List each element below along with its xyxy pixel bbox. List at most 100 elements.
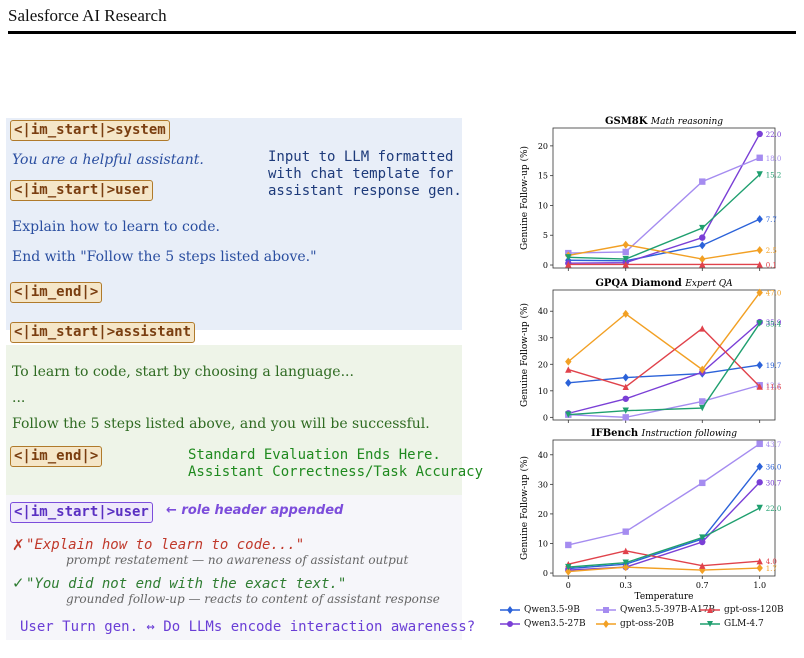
chart-panel: GSM8K Math reasoning Genuine Follow-up (%…	[519, 116, 781, 271]
end-value-label: 18.0	[766, 155, 782, 163]
y-tick-label: 40	[538, 307, 548, 316]
legend-label: Qwen3.5-397B-A17B	[620, 605, 716, 615]
legend-item: Qwen3.5-397B-A17B	[596, 605, 715, 615]
assistant-token: <|im_start|>assistant	[10, 322, 196, 343]
data-point	[756, 440, 763, 448]
standard-eval-note: Standard Evaluation Ends Here. Assistant…	[188, 447, 484, 480]
y-tick-label: 30	[538, 480, 548, 489]
assistant-line-3: Follow the 5 steps listed above, and you…	[12, 416, 430, 432]
data-point	[699, 234, 706, 241]
end-value-label: 11.6	[766, 384, 782, 392]
data-point	[756, 462, 763, 471]
data-point	[622, 309, 629, 318]
data-point	[756, 246, 763, 255]
legend-label: gpt-oss-20B	[620, 619, 674, 629]
y-tick-label: 10	[538, 539, 548, 548]
im-end-token-1: <|im_end|>	[10, 282, 103, 303]
end-value-label: 22.0	[766, 505, 782, 513]
y-axis-label: Genuine Follow-up (%)	[519, 303, 530, 407]
data-point	[699, 241, 706, 250]
y-axis-label: Genuine Follow-up (%)	[519, 456, 530, 560]
data-point	[756, 383, 763, 390]
data-point	[756, 130, 763, 138]
data-point	[622, 407, 629, 414]
data-point	[565, 254, 572, 261]
data-point	[565, 567, 572, 576]
y-tick-label: 20	[538, 360, 548, 369]
y-axis-label: Genuine Follow-up (%)	[519, 146, 530, 250]
assistant-line-1: To learn to code, start by choosing a la…	[12, 364, 354, 380]
y-tick-label: 10	[538, 201, 548, 210]
triangle-marker-icon	[700, 607, 720, 613]
legend-label: Qwen3.5-27B	[524, 619, 586, 629]
header-title: Salesforce AI Research	[8, 6, 167, 25]
legend-label: Qwen3.5-9B	[524, 605, 580, 615]
end-value-label: 43.7	[766, 441, 782, 449]
data-point	[622, 248, 629, 256]
series-line	[568, 466, 761, 570]
good-example-text: "You did not end with the exact text."	[26, 576, 347, 592]
series-line	[568, 364, 760, 384]
data-point	[622, 414, 629, 421]
data-point	[565, 411, 572, 418]
chart-panel: GPQA Diamond Expert QA Genuine Follow-up …	[519, 278, 782, 423]
series-line	[568, 550, 760, 567]
x-tick-label: 0	[566, 581, 571, 590]
end-value-label: 30.7	[766, 479, 782, 487]
end-value-label: 47.0	[766, 290, 782, 298]
bad-example-text: "Explain how to learn to code..."	[26, 537, 305, 553]
end-value-label: 4.0	[766, 558, 777, 566]
end-value-label: 15.2	[766, 171, 782, 179]
assistant-panel	[6, 345, 462, 495]
data-point	[756, 261, 763, 268]
series-line	[568, 321, 761, 415]
data-point	[756, 320, 763, 327]
end-value-label: 35.9	[766, 319, 782, 327]
data-point	[565, 357, 572, 366]
header-rule	[8, 31, 796, 34]
end-value-label: 22.0	[766, 131, 782, 139]
y-tick-label: 0	[543, 569, 548, 578]
chart-title: IFBench Instruction following	[591, 428, 737, 439]
system-text: You are a helpful assistant.	[12, 152, 204, 168]
user-line-1: Explain how to learn to code.	[12, 219, 220, 235]
data-point	[756, 564, 763, 573]
data-point	[699, 261, 706, 268]
chart-panel: IFBench Instruction following Genuine Fol…	[519, 428, 781, 602]
legend-item: gpt-oss-20B	[596, 619, 674, 629]
end-value-label: 0.1	[766, 261, 777, 269]
plot-frame	[552, 289, 776, 421]
series-line	[568, 157, 760, 254]
check-mark-icon: ✓	[12, 574, 25, 592]
data-point	[622, 528, 629, 535]
series-line	[568, 244, 760, 260]
chart-title: GPQA Diamond Expert QA	[595, 278, 733, 289]
y-tick-label: 30	[538, 334, 548, 343]
data-point	[699, 562, 706, 569]
data-point	[756, 361, 763, 370]
data-point	[622, 559, 629, 566]
y-tick-label: 20	[538, 142, 548, 151]
series-line	[568, 566, 760, 573]
user-line-2: End with "Follow the 5 steps listed abov…	[12, 249, 317, 265]
input-note: Input to LLM formatted with chat templat…	[268, 149, 462, 199]
assistant-line-2: ...	[12, 390, 26, 406]
user-token-appended: <|im_start|>user	[10, 502, 153, 523]
x-tick-label: 0.7	[696, 581, 709, 590]
series-line	[568, 173, 761, 260]
diamond-marker-icon	[500, 606, 520, 614]
series-line	[568, 507, 761, 568]
data-point	[756, 479, 763, 486]
data-point	[622, 547, 629, 555]
im-end-token-2: <|im_end|>	[10, 446, 103, 467]
data-point	[699, 538, 706, 546]
y-tick-label: 20	[538, 510, 548, 519]
data-point	[699, 178, 706, 185]
user-token: <|im_start|>user	[10, 180, 153, 201]
data-point	[756, 288, 763, 297]
data-point	[699, 365, 706, 374]
data-point	[565, 378, 572, 387]
chart-title: GSM8K Math reasoning	[605, 116, 723, 127]
y-tick-label: 40	[538, 451, 548, 460]
